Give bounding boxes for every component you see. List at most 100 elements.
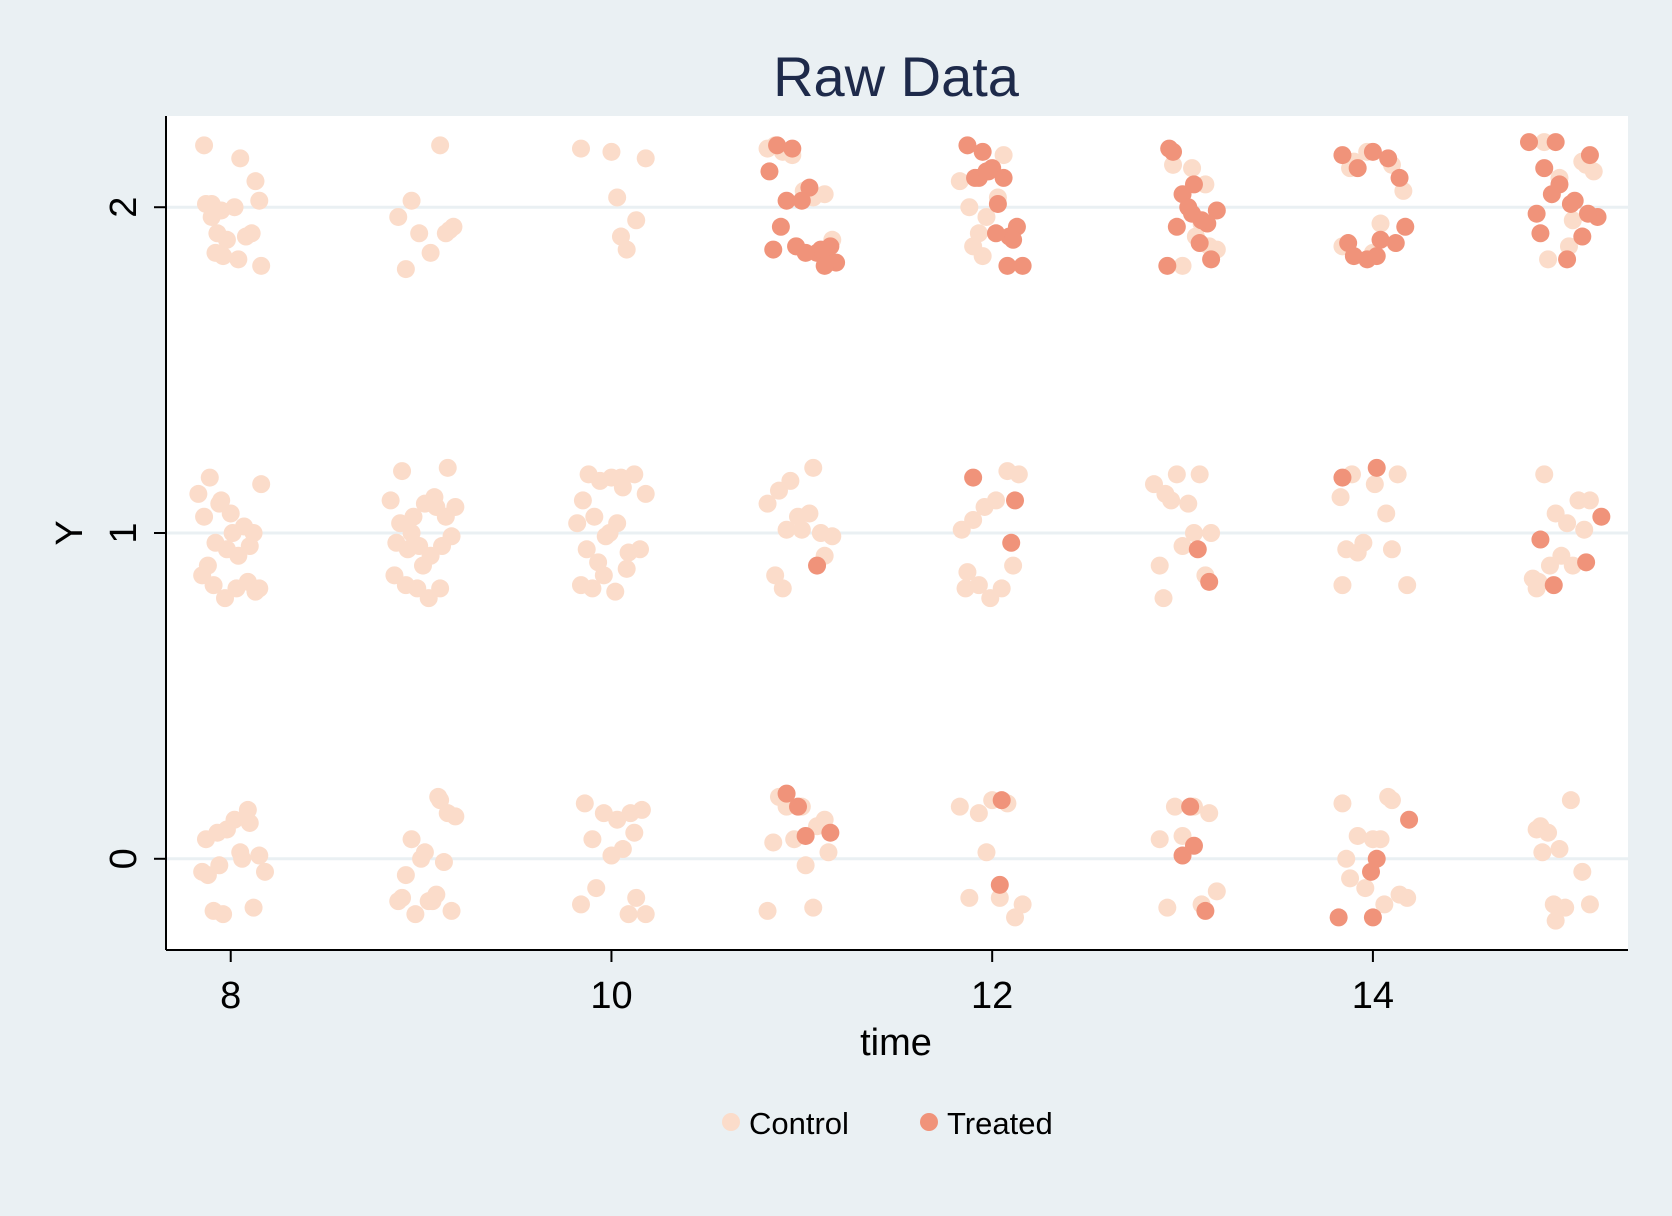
- control-point: [1333, 576, 1352, 595]
- treated-point: [1202, 250, 1221, 269]
- control-point: [233, 849, 252, 868]
- treated-point: [1333, 468, 1352, 487]
- control-point: [573, 491, 592, 510]
- control-point: [193, 862, 212, 881]
- control-point: [244, 898, 263, 917]
- control-point: [960, 888, 979, 907]
- control-point: [402, 524, 421, 542]
- treated-point: [1200, 572, 1219, 591]
- control-point: [217, 230, 236, 249]
- control-point: [1377, 504, 1396, 523]
- control-point: [252, 256, 271, 275]
- treated-point: [1184, 175, 1203, 194]
- control-point: [402, 191, 421, 210]
- treated-point: [1333, 146, 1352, 165]
- control-point: [617, 559, 636, 578]
- control-point: [958, 563, 977, 582]
- treated-point: [1558, 250, 1577, 269]
- treated-point: [1390, 168, 1409, 187]
- control-point: [1165, 797, 1184, 816]
- control-point: [413, 556, 432, 575]
- control-point: [1183, 159, 1202, 178]
- control-point: [381, 491, 400, 510]
- treated-point: [1561, 194, 1580, 213]
- treated-point: [964, 468, 983, 487]
- x-tick-label: 10: [590, 975, 632, 1017]
- treated-point: [1535, 159, 1554, 178]
- treated-point: [1188, 540, 1207, 559]
- control-point: [585, 507, 604, 526]
- control-point: [977, 207, 996, 226]
- y-tick-label: 2: [103, 197, 145, 218]
- x-tick-label: 12: [971, 975, 1013, 1017]
- control-point: [1348, 543, 1367, 562]
- control-point: [1154, 589, 1173, 608]
- control-point: [240, 813, 259, 832]
- treated-point: [1579, 204, 1598, 223]
- treated-point: [1190, 234, 1209, 253]
- treated-point: [1531, 224, 1550, 243]
- series-control: [189, 133, 1603, 930]
- control-point: [231, 149, 250, 168]
- treated-point: [768, 136, 787, 155]
- legend-marker-treated: [920, 1113, 938, 1131]
- legend: Control Treated: [722, 1106, 1053, 1141]
- control-point: [1150, 556, 1169, 575]
- control-point: [1167, 465, 1186, 484]
- control-point: [766, 566, 785, 585]
- control-point: [402, 830, 421, 849]
- treated-point: [1367, 458, 1386, 477]
- control-point: [1558, 514, 1577, 533]
- control-point: [410, 224, 429, 243]
- control-point: [1006, 908, 1025, 927]
- control-point: [406, 905, 425, 924]
- treated-point: [1173, 846, 1192, 865]
- treated-point: [1329, 908, 1348, 927]
- control-point: [1337, 849, 1356, 868]
- control-point: [206, 243, 225, 262]
- control-point: [210, 856, 229, 875]
- control-point: [431, 791, 450, 810]
- control-point: [421, 243, 440, 262]
- control-point: [575, 794, 594, 813]
- control-point: [1563, 211, 1582, 230]
- treated-point: [1546, 133, 1565, 152]
- treated-point: [973, 142, 992, 161]
- y-tick-label: 1: [103, 522, 145, 543]
- y-axis-label: Y: [49, 520, 91, 545]
- y-tick-label: 0: [103, 848, 145, 869]
- treated-point: [789, 797, 808, 816]
- control-point: [396, 260, 415, 279]
- treated-point: [988, 194, 1007, 213]
- control-point: [1561, 791, 1580, 810]
- control-point: [198, 556, 217, 575]
- control-point: [1333, 794, 1352, 813]
- control-point: [436, 507, 455, 526]
- chart-title: Raw Data: [773, 45, 1020, 108]
- control-point: [1356, 879, 1375, 898]
- control-point: [619, 905, 638, 924]
- control-point: [636, 905, 655, 924]
- control-point: [611, 468, 630, 487]
- control-point: [625, 823, 644, 842]
- control-point: [204, 901, 223, 920]
- control-point: [1202, 524, 1221, 542]
- control-point: [223, 524, 242, 542]
- control-point: [196, 830, 215, 849]
- treated-point: [1164, 142, 1183, 161]
- x-axis-ticks: 8 10 12 14: [220, 950, 1394, 1017]
- treated-point: [808, 556, 827, 575]
- treated-point: [1577, 553, 1596, 572]
- control-point: [781, 471, 800, 490]
- treated-point: [815, 256, 834, 275]
- treated-point: [1367, 849, 1386, 868]
- control-point: [632, 800, 651, 819]
- control-point: [986, 491, 1005, 510]
- control-point: [608, 188, 627, 207]
- treated-point: [796, 243, 815, 262]
- treated-point: [800, 178, 819, 197]
- control-point: [442, 527, 461, 546]
- control-point: [389, 207, 408, 226]
- control-point: [602, 846, 621, 865]
- control-point: [204, 576, 223, 595]
